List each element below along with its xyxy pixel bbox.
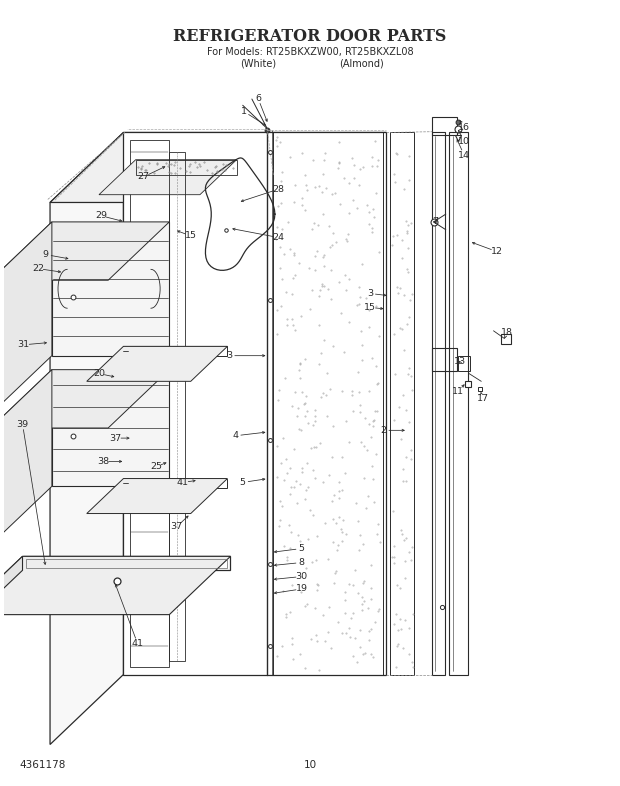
Polygon shape [87,347,228,381]
Text: 5: 5 [298,544,304,553]
Text: 14: 14 [458,151,470,160]
Bar [111,577,122,585]
Text: 41: 41 [177,478,188,487]
Text: 37: 37 [109,434,122,443]
Text: 17: 17 [477,394,489,403]
Text: 20: 20 [93,369,105,378]
Polygon shape [50,133,386,203]
Polygon shape [123,133,386,674]
Text: 10: 10 [303,760,317,769]
Text: (Almond): (Almond) [340,58,384,68]
Text: eReplacementParts.com: eReplacementParts.com [177,403,296,413]
Text: 16: 16 [458,123,470,131]
Text: 7: 7 [432,218,438,226]
Text: 3: 3 [367,289,373,298]
Text: 15: 15 [185,231,197,241]
Text: 13: 13 [454,358,466,366]
Text: 3: 3 [226,351,232,360]
Polygon shape [0,556,22,629]
Text: 18: 18 [501,328,513,337]
Polygon shape [50,133,123,744]
Text: 39: 39 [17,420,29,428]
Text: 30: 30 [295,572,308,581]
Text: 8: 8 [298,558,304,567]
Text: For Models: RT25BKXZW00, RT25BKXZL08: For Models: RT25BKXZW00, RT25BKXZL08 [206,47,414,57]
Text: 12: 12 [490,247,503,256]
Polygon shape [52,222,169,356]
Text: (White): (White) [240,58,276,68]
Text: 1: 1 [241,107,247,116]
Text: 4361178: 4361178 [19,760,66,769]
Text: REFRIGERATOR DOOR PARTS: REFRIGERATOR DOOR PARTS [174,28,446,46]
Text: 5: 5 [240,478,246,487]
Text: 15: 15 [364,303,376,312]
Polygon shape [52,369,169,487]
Text: 37: 37 [170,522,183,531]
Text: 10: 10 [458,137,470,145]
Polygon shape [87,479,228,513]
Text: 41: 41 [131,639,143,648]
Text: 11: 11 [452,387,464,396]
Text: 4: 4 [232,432,238,440]
Polygon shape [0,369,52,545]
Polygon shape [0,222,52,414]
Text: 28: 28 [272,185,284,194]
Text: 6: 6 [255,94,261,103]
Polygon shape [0,556,231,615]
Text: 38: 38 [97,457,109,466]
Text: 19: 19 [296,585,308,593]
Text: 9: 9 [43,250,49,259]
Text: 31: 31 [18,340,30,349]
Text: 27: 27 [138,172,149,182]
Polygon shape [0,222,169,281]
Text: 29: 29 [95,211,107,220]
Text: 2: 2 [381,426,386,435]
Text: 22: 22 [32,264,44,273]
Polygon shape [99,160,237,195]
Text: 25: 25 [150,462,162,472]
Polygon shape [0,369,169,428]
Text: 24: 24 [272,233,284,242]
